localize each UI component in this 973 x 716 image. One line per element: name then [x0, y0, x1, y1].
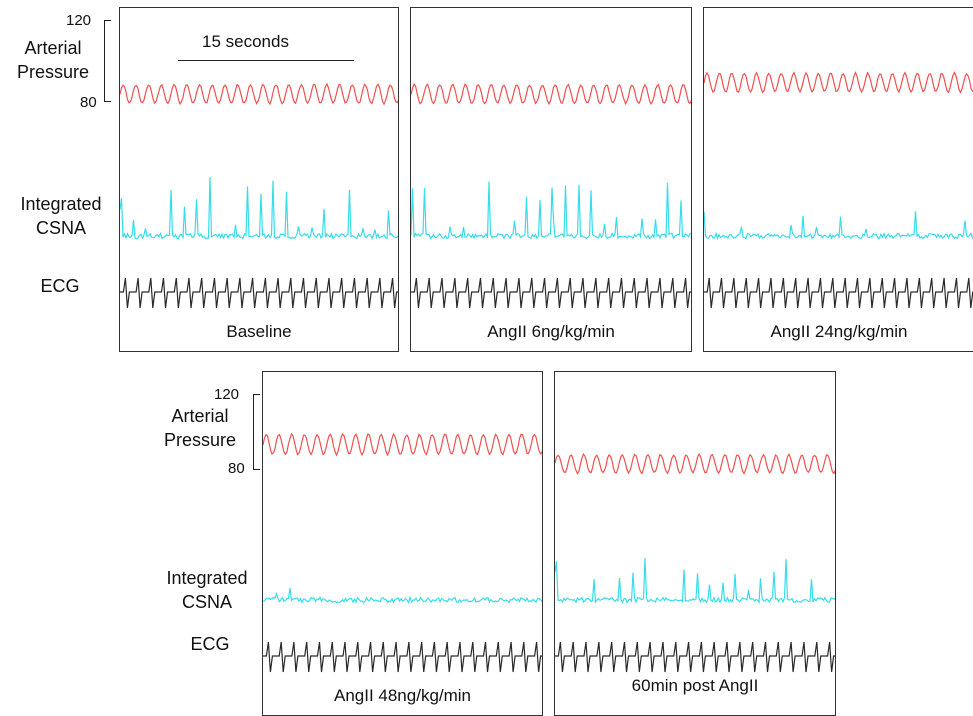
- csna-trace: [411, 182, 692, 239]
- pressure-label-line1-b: Arterial: [150, 404, 250, 428]
- pressure-label-line1: Arterial: [4, 36, 102, 60]
- pressure-scale-bracket-top: [104, 20, 111, 102]
- pressure-label-top: Arterial Pressure: [4, 36, 102, 84]
- ecg-trace: [704, 278, 973, 308]
- condition-label: AngII 48ng/kg/min: [263, 686, 542, 706]
- pressure-trace: [704, 73, 973, 93]
- ecg-label-bottom: ECG: [180, 632, 240, 656]
- csna-label-top: Integrated CSNA: [4, 192, 118, 240]
- pressure-max-tick-bottom: 120: [214, 386, 239, 403]
- condition-label: Baseline: [120, 322, 398, 342]
- pressure-max-tick-top: 120: [66, 12, 91, 29]
- traces-angii-48: [263, 372, 543, 716]
- traces-post-angii: [555, 372, 836, 716]
- pressure-scale-bracket-bottom: [253, 394, 260, 470]
- csna-trace: [555, 558, 836, 602]
- pressure-label-line2: Pressure: [4, 60, 102, 84]
- traces-angii-6: [411, 8, 692, 352]
- ecg-trace: [411, 278, 692, 308]
- panel-angii-6: AngII 6ng/kg/min: [410, 7, 692, 352]
- ecg-label-top: ECG: [30, 274, 90, 298]
- panel-angii-48: AngII 48ng/kg/min: [262, 371, 543, 716]
- ecg-trace: [120, 278, 399, 308]
- pressure-min-tick-top: 80: [80, 94, 97, 111]
- panel-angii-24: AngII 24ng/kg/min: [703, 7, 973, 352]
- ecg-trace: [555, 642, 836, 672]
- csna-label-bottom: Integrated CSNA: [154, 566, 260, 614]
- condition-label: AngII 6ng/kg/min: [411, 322, 691, 342]
- pressure-label-bottom: Arterial Pressure: [150, 404, 250, 452]
- ecg-trace: [263, 642, 543, 672]
- traces-baseline: [120, 8, 399, 352]
- panel-baseline: 15 seconds Baseline: [119, 7, 399, 352]
- csna-trace: [704, 211, 973, 238]
- condition-label: AngII 24ng/kg/min: [704, 322, 973, 342]
- csna-label-line2-b: CSNA: [154, 590, 260, 614]
- csna-label-line1-b: Integrated: [154, 566, 260, 590]
- csna-label-line2: CSNA: [4, 216, 118, 240]
- traces-angii-24: [704, 8, 973, 352]
- csna-label-line1: Integrated: [4, 192, 118, 216]
- pressure-trace: [411, 84, 692, 104]
- pressure-trace: [555, 454, 836, 473]
- pressure-label-line2-b: Pressure: [150, 428, 250, 452]
- panel-post-angii: 60min post AngII: [554, 371, 836, 716]
- csna-trace: [263, 588, 543, 602]
- pressure-min-tick-bottom: 80: [228, 460, 245, 477]
- pressure-trace: [263, 434, 543, 455]
- csna-trace: [120, 177, 399, 238]
- pressure-trace: [120, 84, 399, 104]
- condition-label: 60min post AngII: [555, 676, 835, 696]
